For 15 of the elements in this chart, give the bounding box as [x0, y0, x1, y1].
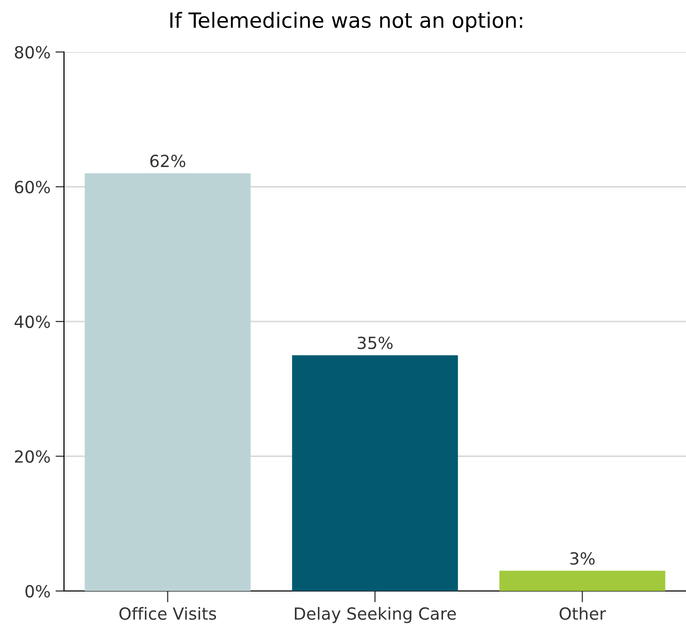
y-tick-label: 20% [14, 450, 50, 463]
bar [499, 570, 666, 591]
x-tick-label: Office Visits [119, 606, 216, 620]
x-tick-label: Delay Seeking Care [294, 606, 456, 624]
y-tick-label: 40% [14, 315, 50, 328]
data-label: 35% [358, 336, 393, 350]
x-tick-label: Other [560, 606, 606, 620]
y-tick-label: 80% [14, 46, 50, 59]
data-label: 62% [150, 154, 186, 168]
data-label: 3% [570, 552, 595, 565]
bar [84, 173, 251, 591]
y-tick-label: 60% [14, 180, 50, 194]
bar [292, 355, 458, 591]
chart-title: If Telemedicine was not an option: [170, 12, 522, 32]
y-tick-label: 0% [25, 584, 50, 598]
